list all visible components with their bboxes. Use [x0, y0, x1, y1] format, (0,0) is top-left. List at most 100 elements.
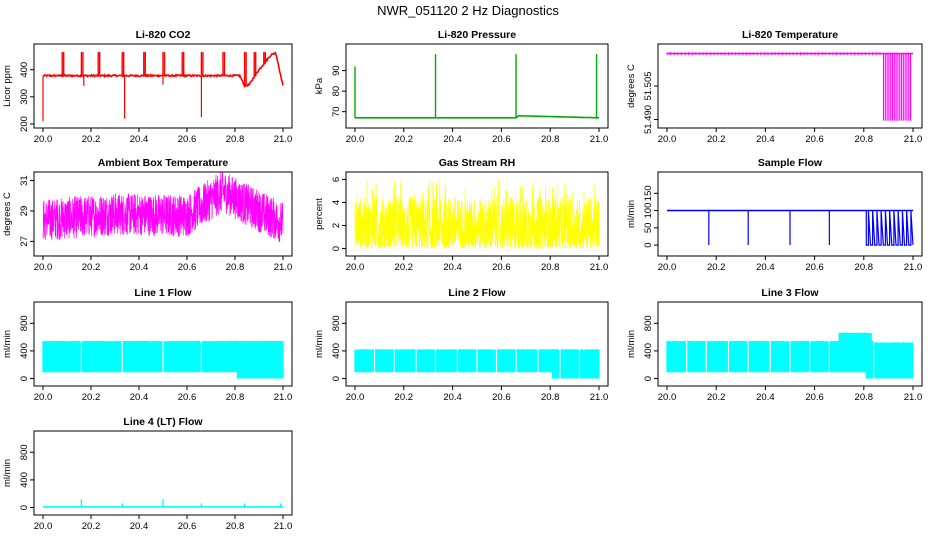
- y-tick-label: 31: [19, 175, 30, 186]
- chart-panel-3: Li-820 Temperature degrees C 20.0 20.2 20.4 2…: [626, 29, 923, 145]
- y-tick-label: 400: [19, 472, 30, 488]
- oscillation-line: [865, 210, 914, 246]
- y-tick-label: 29: [19, 206, 30, 217]
- x-tick-label: 20.6: [178, 392, 197, 403]
- x-tick-label: 20.2: [707, 392, 726, 403]
- y-tick-label: 80: [331, 86, 342, 97]
- y-axis-label: degrees C: [2, 192, 13, 236]
- x-tick-label: 21.0: [274, 134, 293, 145]
- y-tick-label: 0: [643, 376, 654, 381]
- x-tick-label: 20.0: [346, 134, 365, 145]
- x-tick-label: 21.0: [590, 134, 609, 145]
- data-layer: [354, 54, 599, 119]
- x-tick-label: 21.0: [590, 262, 609, 273]
- x-tick-label: 20.0: [34, 521, 53, 532]
- x-tick-label: 20.4: [130, 521, 149, 532]
- y-tick-label: 51.505: [643, 71, 654, 100]
- x-tick-label: 20.0: [34, 134, 53, 145]
- chart-title: Ambient Box Temperature: [98, 157, 229, 169]
- y-axis-label: ml/min: [626, 200, 637, 228]
- flow-band: [42, 340, 284, 379]
- x-tick-label: 21.0: [274, 521, 293, 532]
- data-layer: [42, 51, 284, 122]
- series-line: [42, 172, 284, 242]
- y-tick-label: 800: [19, 315, 30, 331]
- figure-title: NWR_051120 2 Hz Diagnostics: [377, 3, 559, 18]
- y-tick-label: 100: [643, 203, 654, 219]
- x-tick-label: 20.2: [82, 521, 101, 532]
- data-layer: [666, 332, 914, 379]
- y-tick-label: 70: [331, 106, 342, 117]
- plot-frame: [657, 43, 923, 129]
- chart-title: Line 1 Flow: [134, 287, 192, 299]
- x-tick-label: 20.0: [34, 392, 53, 403]
- y-tick-label: 150: [643, 185, 654, 201]
- y-tick-label: 2: [331, 223, 342, 228]
- flow-band: [354, 349, 600, 379]
- x-tick-label: 20.2: [395, 134, 414, 145]
- y-tick-label: 800: [331, 315, 342, 331]
- y-axis-label: kPa: [314, 77, 325, 94]
- x-tick-label: 20.4: [756, 392, 775, 403]
- chart-panel-9: Line 3 Flow ml/min 20.0 20.2 20.4 20.6 20.8 21.…: [626, 287, 923, 403]
- x-tick-label: 20.8: [855, 134, 874, 145]
- x-tick-label: 20.0: [346, 262, 365, 273]
- chart-panel-1: Li-820 CO2 Licor ppm 20.0 20.2 20.4 20.6 20.8 2…: [2, 29, 293, 145]
- chart-title: Line 2 Flow: [448, 287, 506, 299]
- y-tick-label: 4: [331, 200, 342, 205]
- y-axis-label: ml/min: [626, 330, 637, 358]
- x-tick-label: 20.2: [82, 134, 101, 145]
- series-line: [355, 115, 599, 119]
- y-axis-label: ml/min: [314, 330, 325, 358]
- y-tick-label: 300: [19, 89, 30, 105]
- x-tick-label: 21.0: [274, 262, 293, 273]
- data-layer: [43, 499, 283, 508]
- y-tick-label: 0: [19, 505, 30, 510]
- x-tick-label: 20.2: [82, 392, 101, 403]
- x-tick-label: 20.6: [805, 134, 824, 145]
- x-tick-label: 20.8: [855, 392, 874, 403]
- x-tick-label: 20.8: [541, 134, 560, 145]
- x-tick-label: 20.6: [492, 262, 511, 273]
- data-layer: [42, 172, 284, 242]
- x-tick-label: 20.4: [130, 134, 149, 145]
- y-tick-label: 200: [19, 116, 30, 132]
- x-tick-label: 20.8: [226, 262, 245, 273]
- plot-frame: [657, 171, 923, 257]
- data-layer: [666, 52, 913, 121]
- y-axis-label: ml/min: [2, 330, 13, 358]
- x-tick-label: 21.0: [904, 134, 923, 145]
- x-tick-label: 20.0: [658, 134, 677, 145]
- y-tick-label: 400: [643, 343, 654, 359]
- y-axis-label: degrees C: [626, 64, 637, 108]
- y-tick-label: 50: [643, 223, 654, 234]
- x-tick-label: 20.4: [756, 262, 775, 273]
- x-tick-label: 20.2: [707, 134, 726, 145]
- x-tick-label: 20.8: [855, 262, 874, 273]
- x-tick-label: 20.2: [395, 262, 414, 273]
- x-tick-label: 20.4: [443, 392, 462, 403]
- x-tick-label: 20.0: [658, 262, 677, 273]
- data-layer: [354, 349, 600, 379]
- chart-panel-4: Ambient Box Temperature degrees C 20.0 20.2…: [2, 157, 293, 273]
- plot-frame: [345, 171, 609, 257]
- chart-panel-10: Line 4 (LT) Flow ml/min 20.0 20.2 20.4 20.6 20…: [2, 416, 293, 532]
- y-axis-label: Licor ppm: [2, 65, 13, 107]
- chart-panel-2: Li-820 Pressure kPa 20.0 20.2 20.4 20.6 20.8 21…: [314, 29, 609, 145]
- y-tick-label: 90: [331, 65, 342, 76]
- x-tick-label: 20.0: [34, 262, 53, 273]
- x-tick-label: 20.8: [541, 262, 560, 273]
- chart-panel-8: Line 2 Flow ml/min 20.0 20.2 20.4 20.6 20.8 21.…: [314, 287, 609, 403]
- chart-title: Li-820 Temperature: [742, 29, 838, 41]
- y-tick-label: 0: [331, 246, 342, 251]
- y-tick-label: 400: [19, 343, 30, 359]
- plot-frame: [33, 301, 293, 387]
- y-tick-label: 400: [19, 62, 30, 78]
- series-line: [354, 179, 600, 249]
- x-tick-label: 20.4: [756, 134, 775, 145]
- x-tick-label: 21.0: [590, 392, 609, 403]
- y-tick-label: 51.490: [643, 105, 654, 134]
- y-tick-label: 6: [331, 177, 342, 182]
- x-tick-label: 20.6: [178, 134, 197, 145]
